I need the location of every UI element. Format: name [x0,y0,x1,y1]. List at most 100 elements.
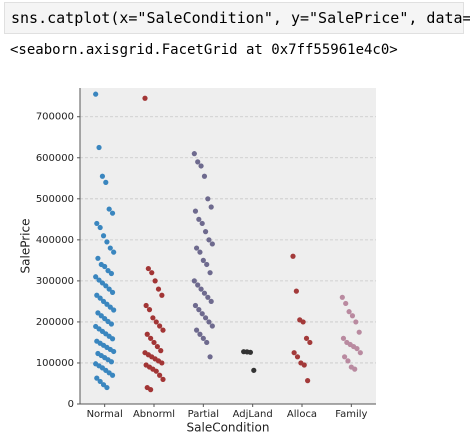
point [157,372,163,378]
x-tick-label: Alloca [287,409,317,420]
point [300,319,306,325]
point [104,239,110,245]
point [191,278,197,284]
point [294,354,301,360]
x-tick-label: Abnorml [133,409,175,420]
point [145,265,151,272]
point [152,278,158,284]
point [148,335,154,341]
point [357,350,363,356]
point [107,304,113,310]
point [97,378,103,385]
y-tick-label: 400000 [36,235,74,246]
cell-output: <seaborn.axisgrid.FacetGrid at 0x7ff5596… [10,42,398,58]
point [111,348,117,355]
point [198,163,204,169]
point [301,362,307,368]
point [142,95,148,101]
point [196,307,202,313]
point [199,311,205,317]
point [192,302,199,309]
point [340,335,347,341]
point [293,288,299,294]
point [307,339,313,346]
point [209,323,215,329]
point [150,315,156,321]
point [96,144,102,151]
point [157,323,163,329]
point [93,274,99,280]
point [199,220,205,227]
point [99,173,106,179]
point [356,329,362,335]
point [151,339,157,346]
point [97,224,103,231]
y-tick-label: 600000 [36,153,74,164]
y-tick-label: 100000 [36,358,74,369]
point [201,173,208,179]
point [107,245,113,251]
y-tick-label: 200000 [36,317,74,328]
point [200,257,206,263]
plot-background [80,88,376,404]
point [155,286,162,292]
point [104,301,110,307]
point [146,307,153,313]
point [207,270,213,276]
point [109,336,116,342]
point [247,349,254,355]
point [94,292,100,298]
point [209,241,215,247]
point [153,319,159,325]
point [109,210,116,216]
x-tick-label: Partial [188,409,219,420]
point [191,151,197,157]
point [108,321,115,327]
point [197,331,203,337]
point [339,294,345,300]
point [158,348,164,354]
point [160,376,166,382]
point [353,319,359,325]
code-cell[interactable]: sns.catplot(x="SaleCondition", y="SalePr… [4,2,470,34]
point [106,286,112,292]
y-tick-label: 700000 [36,112,74,123]
point [205,294,211,300]
point [108,270,115,277]
point [200,335,206,341]
point [198,286,204,292]
point [153,368,159,374]
point [111,307,117,313]
point [149,270,155,276]
point [103,283,109,289]
point [160,327,166,333]
x-tick-label: Normal [87,409,123,420]
point [106,206,112,212]
point [201,290,208,296]
point [204,261,210,268]
point [144,331,150,337]
point [192,208,199,214]
point [143,302,149,309]
y-tick-label: 300000 [36,276,74,287]
y-tick-label: 500000 [36,194,74,205]
point [205,196,211,202]
y-axis-label: SalePrice [19,219,33,274]
point [108,359,115,365]
point [343,300,349,307]
point [202,229,209,235]
x-tick-label: Family [335,409,367,420]
point [109,372,116,378]
point [98,313,104,319]
point [346,309,352,315]
point [251,367,257,373]
point [193,327,200,333]
point [354,345,360,352]
point [206,319,212,325]
point [159,360,165,366]
point [159,292,165,298]
point [195,282,201,288]
point [94,375,100,381]
point [102,263,108,270]
